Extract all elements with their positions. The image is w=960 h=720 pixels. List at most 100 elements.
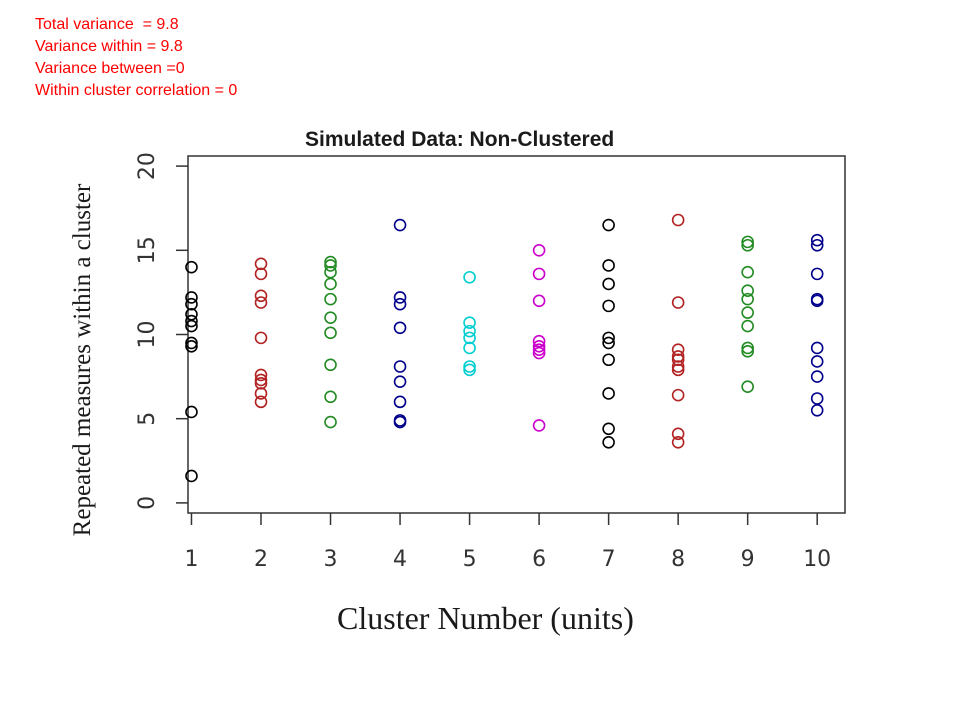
data-point (463, 363, 476, 377)
data-point (185, 297, 198, 311)
annotation-line: Variance within = 9.8 (35, 38, 183, 55)
data-point (185, 405, 198, 419)
data-point (254, 331, 268, 345)
data-point (810, 370, 824, 383)
data-point (185, 260, 198, 274)
x-axis-label: Cluster Number (units) (337, 600, 634, 636)
annotation-line: Variance between =0 (35, 60, 185, 77)
data-point (671, 363, 685, 377)
data-point (810, 267, 824, 281)
data-point (532, 339, 546, 353)
data-point (671, 296, 685, 309)
data-point (185, 319, 198, 333)
data-point (532, 267, 546, 281)
data-point (463, 270, 476, 284)
data-point (671, 360, 685, 373)
x-tick-label: 9 (741, 547, 755, 572)
data-point (324, 292, 337, 306)
data-point (671, 435, 685, 449)
x-tick-label: 1 (184, 547, 198, 572)
chart-title: Simulated Data: Non-Clustered (305, 128, 615, 151)
data-point (463, 316, 476, 330)
data-point (324, 390, 337, 404)
data-point (602, 435, 615, 449)
y-tick-label: 0 (135, 496, 160, 510)
data-point (254, 373, 268, 387)
data-point (810, 238, 824, 252)
data-point (602, 336, 615, 350)
data-point (532, 294, 546, 308)
y-tick-label: 5 (135, 412, 160, 426)
data-point (810, 403, 824, 417)
data-point (671, 343, 685, 356)
data-point (810, 355, 824, 368)
data-point (393, 415, 407, 429)
data-point (185, 339, 198, 353)
y-axis-label: Repeated measures within a cluster (69, 183, 96, 537)
data-point (324, 277, 337, 291)
data-point (671, 388, 685, 402)
data-point (532, 244, 546, 257)
data-point (671, 213, 685, 227)
data-point (463, 360, 476, 373)
data-point (741, 292, 754, 306)
x-tick-label: 4 (393, 547, 407, 572)
data-point (532, 343, 546, 356)
variance-annotation: Total variance = 9.8 Variance within = 9… (35, 14, 237, 102)
data-point (393, 360, 407, 373)
annotation-line: Within cluster correlation = 0 (35, 82, 238, 99)
data-point (254, 267, 268, 281)
plot-frame (187, 155, 846, 514)
x-tick-label: 5 (463, 547, 477, 572)
annotation-line: Total variance = 9.8 (35, 16, 179, 33)
data-point (810, 294, 824, 308)
data-point (254, 377, 268, 390)
data-point (532, 346, 546, 360)
data-point (463, 341, 476, 355)
data-point (393, 218, 407, 232)
data-point (393, 297, 407, 311)
x-tick-label: 7 (602, 547, 616, 572)
x-tick-label: 3 (324, 547, 338, 572)
data-point (810, 392, 824, 405)
data-point (254, 368, 268, 382)
data-point (324, 311, 337, 324)
data-point (741, 235, 754, 249)
data-point (532, 419, 546, 432)
y-tick-label: 10 (135, 321, 160, 349)
data-point (185, 291, 198, 304)
data-point (254, 387, 268, 400)
data-point (185, 469, 198, 483)
data-point (463, 324, 476, 338)
x-tick-label: 6 (532, 547, 546, 572)
data-point (671, 427, 685, 441)
data-point (602, 422, 615, 436)
data-point (254, 257, 268, 271)
data-point (741, 345, 754, 358)
y-tick-label: 15 (135, 236, 160, 264)
data-point (393, 291, 407, 304)
data-point (393, 395, 407, 409)
data-point (324, 255, 337, 269)
data-point (254, 289, 268, 303)
data-point (741, 265, 754, 279)
x-tick-label: 10 (803, 547, 831, 572)
data-point (254, 296, 268, 309)
data-point (741, 341, 754, 355)
data-point (810, 341, 824, 355)
data-point (741, 319, 754, 333)
data-point (602, 299, 615, 313)
data-point (324, 326, 337, 340)
data-point (741, 238, 754, 252)
y-tick-label: 20 (135, 152, 160, 180)
data-point (671, 350, 685, 363)
data-point (741, 306, 754, 319)
x-tick-label: 2 (254, 547, 268, 572)
data-point (463, 331, 476, 345)
data-point (741, 284, 754, 298)
data-point (185, 314, 198, 328)
data-point (602, 259, 615, 272)
data-point (602, 218, 615, 232)
data-point (324, 415, 337, 429)
